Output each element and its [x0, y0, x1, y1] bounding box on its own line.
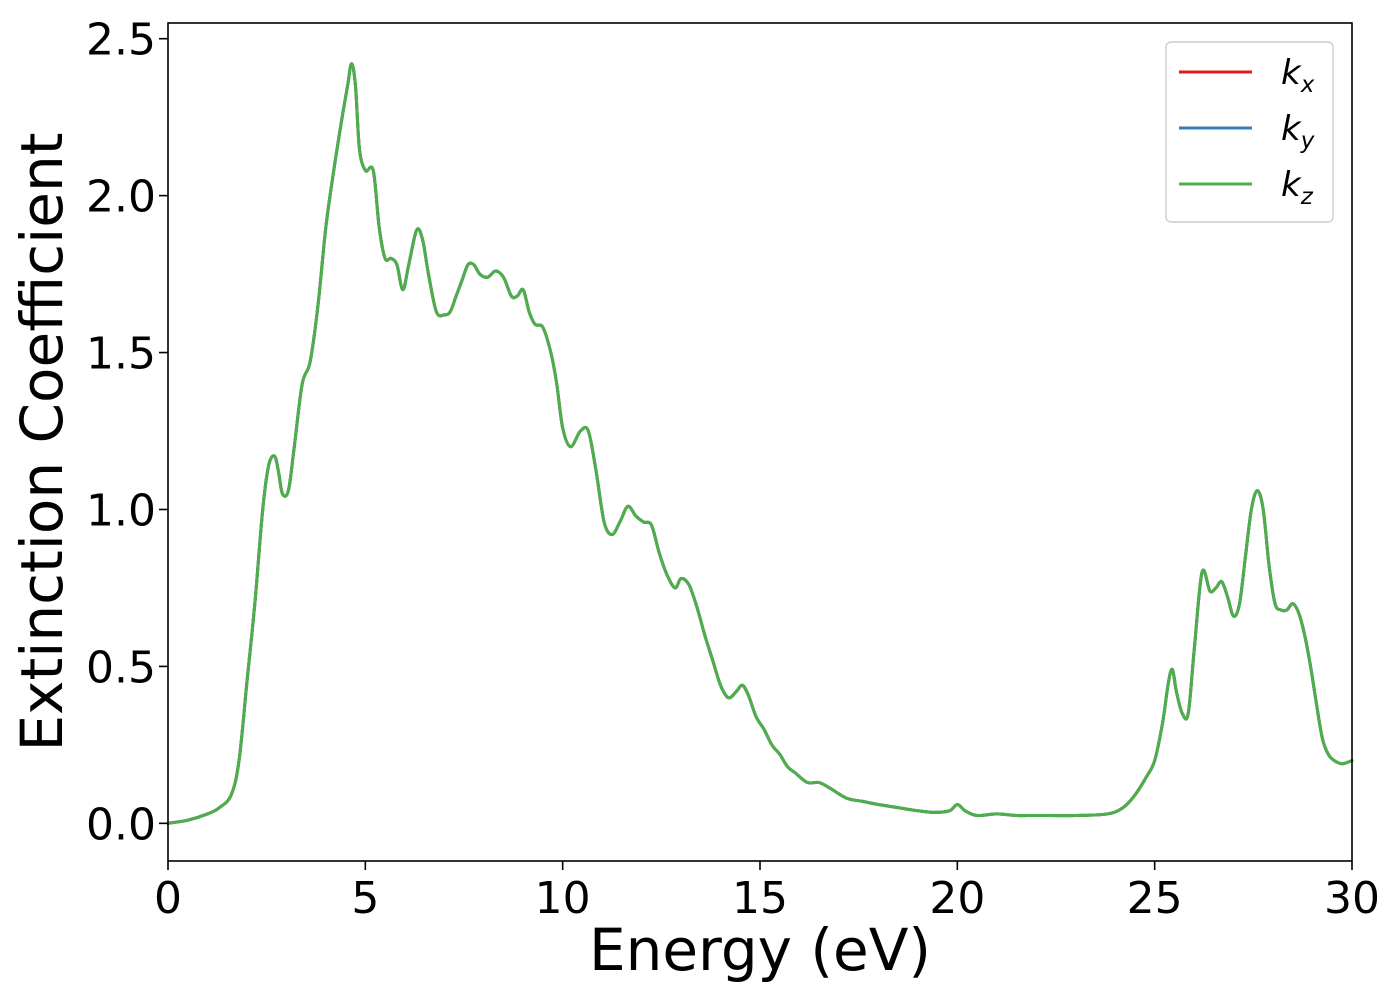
legend-label-subscript: z	[1300, 184, 1314, 210]
x-tick-label: 25	[1127, 873, 1183, 924]
y-tick-label: 2.5	[86, 15, 156, 66]
legend-label-ky: ky	[1281, 109, 1315, 154]
legend-box	[1165, 41, 1334, 223]
y-tick-label: 1.0	[86, 485, 156, 536]
y-tick-label: 1.5	[86, 329, 156, 380]
y-axis: 0.0 0.5 1.0 1.5 2.0 2.5	[86, 15, 168, 850]
legend-label-main: k	[1281, 165, 1302, 205]
x-tick-label: 15	[732, 873, 788, 924]
x-tick-label: 10	[535, 873, 591, 924]
legend-label-kx: kx	[1281, 53, 1315, 98]
legend-label-kz: kz	[1281, 165, 1314, 210]
legend-label-subscript: y	[1300, 128, 1315, 154]
x-axis: 0 5 10 15 20 25 30	[154, 861, 1380, 924]
y-tick-label: 2.0	[86, 172, 156, 223]
series-line-kz	[166, 62, 1354, 825]
x-tick-label: 30	[1324, 873, 1380, 924]
y-axis-title: Extinction Coefficient	[8, 133, 76, 752]
legend-label-subscript: x	[1300, 72, 1315, 98]
x-tick-label: 0	[154, 873, 182, 924]
legend-label-main: k	[1281, 53, 1302, 93]
x-tick-label: 5	[351, 873, 379, 924]
y-tick-label: 0.0	[86, 799, 156, 850]
y-tick-label: 0.5	[86, 642, 156, 693]
series-layer	[166, 62, 1354, 825]
legend-label-main: k	[1281, 109, 1302, 149]
x-tick-label: 20	[929, 873, 985, 924]
x-axis-title: Energy (eV)	[589, 916, 931, 984]
